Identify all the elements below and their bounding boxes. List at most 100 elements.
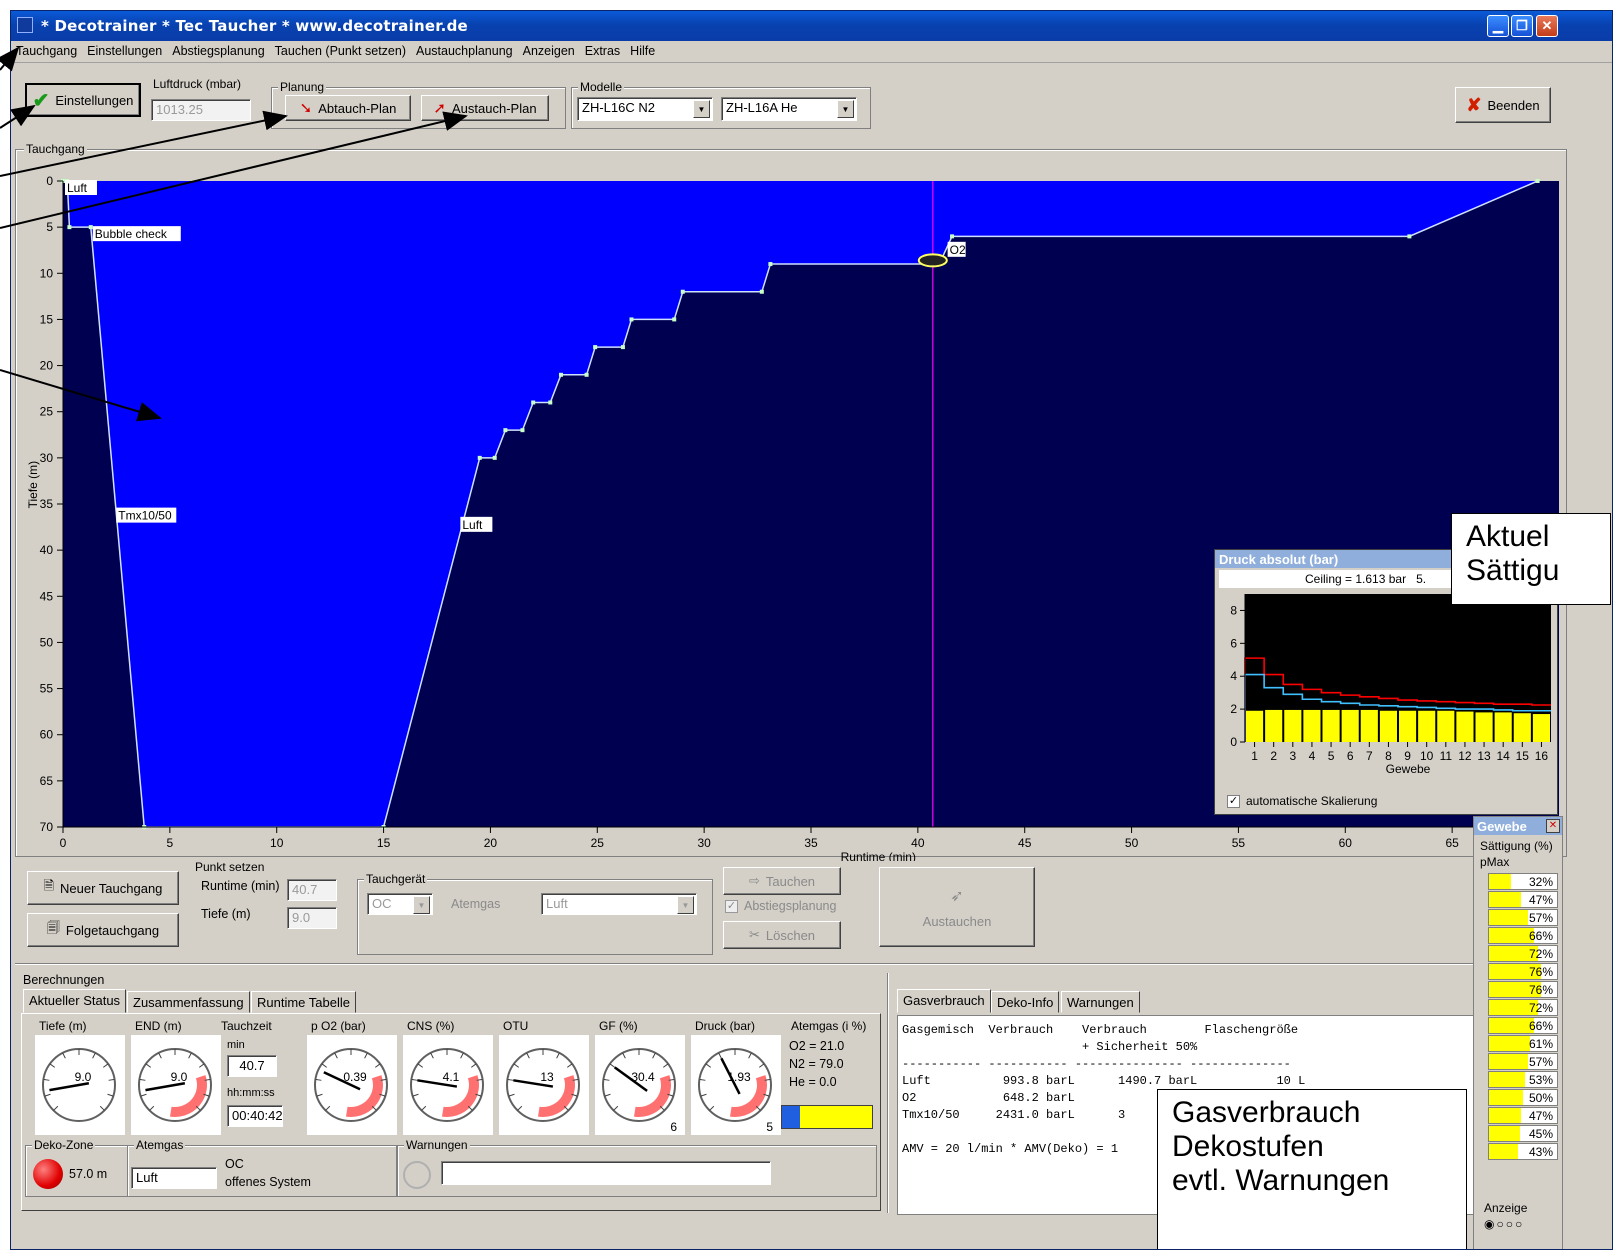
gauge-value: 0.39: [343, 1070, 367, 1084]
menu-austauchplanung[interactable]: Austauchplanung: [416, 44, 513, 58]
saettigung-cell: 47%: [1488, 1107, 1558, 1124]
checkbox-checked-icon: ✓: [1227, 794, 1240, 808]
gauge-tick: [508, 1093, 515, 1097]
austauchen-button[interactable]: ➶ Austauchen: [879, 867, 1035, 947]
saettigung-cell: 57%: [1488, 909, 1558, 926]
gauge-group: p O2 (bar): [307, 1019, 399, 1131]
menu-extras[interactable]: Extras: [584, 44, 621, 58]
gauge-tick: [566, 1063, 573, 1068]
gauge-label: Druck (bar): [693, 1019, 758, 1033]
atemgas-select[interactable]: Luft ▼: [541, 893, 697, 915]
pressure-x-label: 13: [1477, 749, 1491, 763]
tiefe-field[interactable]: 9.0: [287, 907, 337, 929]
profile-point: [593, 345, 598, 350]
tab-aktueller-status[interactable]: Aktueller Status: [23, 989, 127, 1013]
gauge-tick: [43, 1078, 50, 1081]
y-tick-label: 55: [40, 682, 54, 696]
runtime-field[interactable]: 40.7: [287, 879, 337, 901]
profile-label-bg: [947, 241, 966, 257]
pressure-bar: [1399, 710, 1417, 742]
abstiegsplanung-checkbox[interactable]: ✓ Abstiegsplanung: [725, 899, 837, 913]
pressure-bar: [1303, 709, 1321, 742]
saettigung-cell: 57%: [1488, 1053, 1558, 1070]
abtauch-plan-button[interactable]: ➘ Abtauch-Plan: [285, 95, 411, 121]
neuer-tauchgang-button[interactable]: 🗎 Neuer Tauchgang: [27, 871, 179, 905]
y-tick-label: 60: [40, 728, 54, 742]
gauge-tick: [470, 1063, 477, 1068]
gauge-dial: 4.1: [410, 1048, 484, 1122]
loeschen-button[interactable]: ✂ Löschen: [723, 921, 841, 949]
model-n2-select[interactable]: ZH-L16C N2 ▼: [577, 97, 713, 121]
pressure-bar: [1418, 710, 1436, 742]
gas-text-line: O2 648.2 barL: [902, 1091, 1075, 1105]
y-tick-label: 20: [40, 359, 54, 373]
pressure-bar: [1265, 709, 1283, 742]
tab-deko-info[interactable]: Deko-Info: [991, 991, 1060, 1013]
tab-warnungen[interactable]: Warnungen: [1061, 991, 1140, 1013]
chevron-down-icon: ▼: [837, 100, 854, 118]
minimize-button[interactable]: ▁: [1487, 15, 1509, 37]
gauge-label: OTU: [501, 1019, 531, 1033]
profile-label: O2: [950, 243, 966, 257]
menu-tauchen[interactable]: Tauchen (Punkt setzen): [274, 44, 406, 58]
tauchen-button[interactable]: ⇨ Tauchen: [723, 867, 841, 895]
folgetauchgang-button[interactable]: 🗐 Folgetauchgang: [27, 913, 179, 947]
pressure-y-label: 2: [1230, 702, 1237, 716]
x-axis-label: Runtime (min): [841, 850, 916, 861]
menu-einstellungen[interactable]: Einstellungen: [87, 44, 163, 58]
app-icon: [17, 17, 33, 33]
menu-hilfe[interactable]: Hilfe: [630, 44, 656, 58]
callout-saettigung: Aktuel Sättigu: [1451, 513, 1611, 605]
einstellungen-button[interactable]: ✔ Einstellungen: [25, 83, 141, 117]
tab-runtime-tabelle[interactable]: Runtime Tabelle: [251, 991, 356, 1013]
auto-scale-checkbox[interactable]: ✓ automatische Skalierung: [1227, 794, 1378, 808]
arrow-down-icon: ➘: [299, 100, 313, 117]
profile-point: [548, 400, 553, 405]
title-bar[interactable]: * Decotrainer * Tec Taucher * www.decotr…: [11, 11, 1612, 41]
gauge-tick: [609, 1063, 616, 1068]
austauch-plan-button[interactable]: ➚ Austauch-Plan: [421, 95, 549, 121]
n2-value: N2 = 79.0: [789, 1057, 844, 1071]
gauge-tick: [718, 1052, 722, 1059]
gauge-tick: [139, 1078, 146, 1081]
menu-anzeigen[interactable]: Anzeigen: [522, 44, 575, 58]
anzeige-radios[interactable]: ◉○○○: [1484, 1217, 1525, 1231]
pressure-bar: [1360, 709, 1378, 742]
x-tick-label: 20: [484, 836, 498, 850]
profile-point: [620, 345, 625, 350]
tab-zusammenfassung[interactable]: Zusammenfassung: [127, 991, 250, 1013]
pressure-x-label: 10: [1420, 749, 1434, 763]
gauge-label: END (m): [133, 1019, 184, 1033]
pressure-y-label: 6: [1230, 636, 1237, 650]
tiefe-label: Tiefe (m): [201, 907, 251, 921]
gauge-group: OTU: [499, 1019, 591, 1131]
o2-value: O2 = 21.0: [789, 1039, 845, 1053]
tab-gasverbrauch[interactable]: Gasverbrauch: [897, 989, 991, 1013]
pressure-x-label: 11: [1440, 749, 1453, 763]
gewebe-window[interactable]: Gewebe ✕ Sättigung (%) pMax 32% 47% 57% 66%…: [1473, 816, 1563, 1249]
gauge-value: 9.0: [75, 1070, 92, 1084]
menu-bar: Tauchgang Einstellungen Abstiegsplanung Tau…: [11, 41, 1612, 63]
maximize-button[interactable]: ❐: [1511, 15, 1533, 37]
menu-tauchgang[interactable]: Tauchgang: [16, 44, 78, 58]
pressure-bar: [1284, 709, 1302, 742]
saettigung-cell: 66%: [1488, 1017, 1558, 1034]
menu-abstiegsplanung[interactable]: Abstiegsplanung: [172, 44, 265, 58]
bubble-cluster: [917, 253, 948, 268]
saettigung-list: 32% 47% 57% 66% 72% 76% 76% 72% 66% 61% 57% 53% 50% 4…: [1488, 873, 1560, 1173]
gauge-dial: 1.93 5: [698, 1048, 773, 1134]
close-icon[interactable]: ✕: [1546, 819, 1560, 833]
model-he-select[interactable]: ZH-L16A He ▼: [721, 97, 857, 121]
geraet-select[interactable]: OC ▼: [367, 893, 433, 915]
luftdruck-field[interactable]: 1013.25: [151, 99, 251, 121]
profile-area: [63, 181, 1538, 827]
pmax-label: pMax: [1480, 855, 1510, 869]
profile-point: [477, 455, 482, 460]
gauge-tick: [44, 1093, 51, 1097]
close-button[interactable]: ✕: [1536, 15, 1558, 37]
gauge-value: 1.93: [727, 1070, 751, 1084]
gauge-tick: [709, 1105, 715, 1111]
beenden-button[interactable]: ✘ Beenden: [1455, 87, 1551, 123]
gauge-tick: [49, 1063, 56, 1068]
profile-label: Bubble check: [95, 227, 168, 241]
